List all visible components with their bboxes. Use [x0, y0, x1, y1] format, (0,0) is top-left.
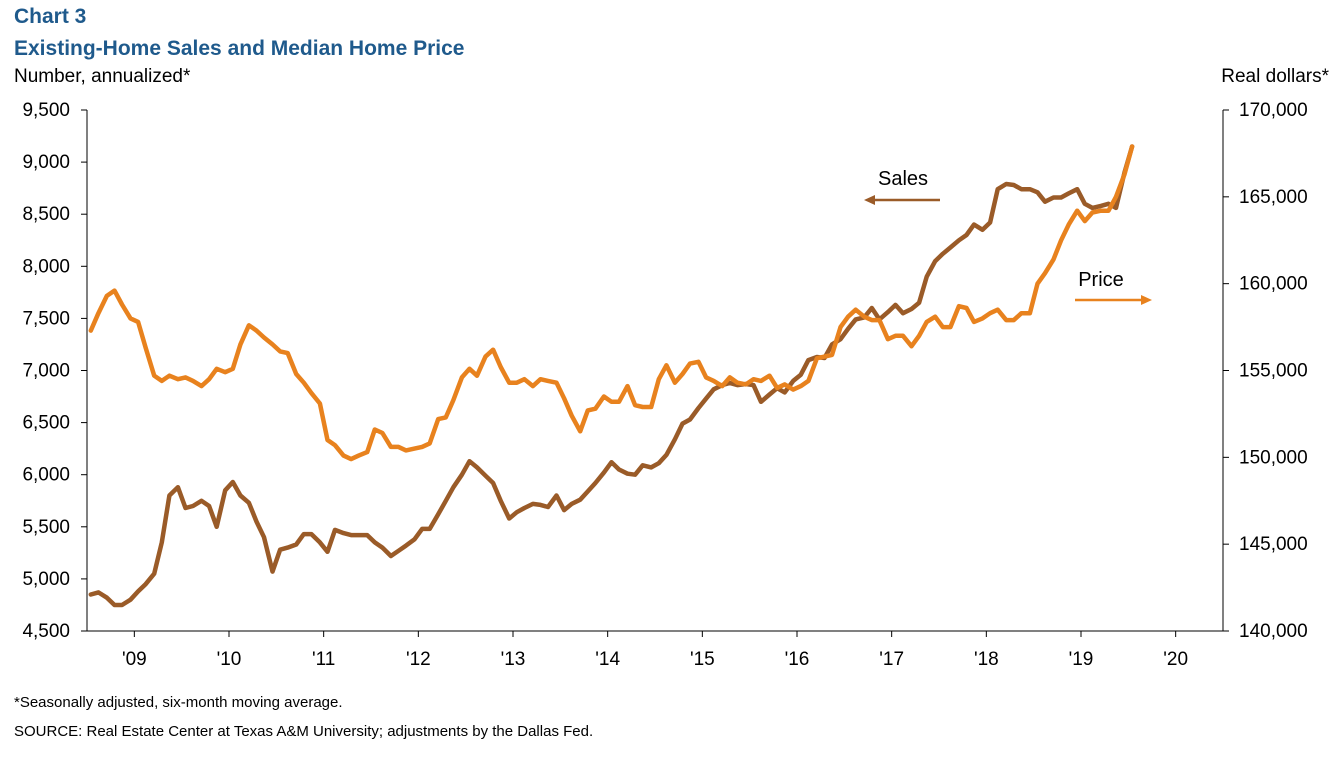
- y-tick-label: 7,500: [22, 308, 70, 329]
- x-tick-label: '09: [122, 649, 147, 670]
- chart-annotations: Sales Price: [864, 168, 1152, 305]
- right-axis-label: Real dollars*: [1221, 66, 1329, 87]
- y2-tick-label: 150,000: [1239, 447, 1308, 468]
- y2-tick-label: 145,000: [1239, 534, 1308, 555]
- chart-number: Chart 3: [14, 5, 87, 28]
- y-tick-label: 7,000: [22, 361, 70, 382]
- left-axis-label: Number, annualized*: [14, 66, 191, 87]
- y-tick-label: 8,000: [22, 256, 70, 277]
- price-arrow-head: [1141, 295, 1152, 305]
- y2-tick-label: 155,000: [1239, 361, 1308, 382]
- y-tick-label: 9,500: [22, 100, 70, 121]
- x-tick-label: '15: [690, 649, 715, 670]
- y-tick-label: 4,500: [22, 621, 70, 642]
- x-tick-label: '12: [406, 649, 431, 670]
- chart-title: Existing-Home Sales and Median Home Pric…: [14, 37, 465, 60]
- sales-arrow-head: [864, 195, 875, 205]
- sales-series-line: [88, 144, 1135, 608]
- y-tick-label: 8,500: [22, 204, 70, 225]
- sales-annotation-label: Sales: [878, 168, 928, 190]
- y2-tick-label: 165,000: [1239, 187, 1308, 208]
- x-tick-label: '17: [879, 649, 904, 670]
- y-tick-label: 9,000: [22, 152, 70, 173]
- y2-tick-label: 140,000: [1239, 621, 1308, 642]
- y-tick-label: 6,500: [22, 413, 70, 434]
- y2-tick-label: 170,000: [1239, 100, 1308, 121]
- y-tick-label: 5,500: [22, 517, 70, 538]
- x-tick-label: '14: [595, 649, 620, 670]
- chart-series: [88, 144, 1135, 608]
- y2-tick-label: 160,000: [1239, 274, 1308, 295]
- price-annotation-label: Price: [1078, 269, 1124, 291]
- x-tick-label: '10: [217, 649, 242, 670]
- price-series-line: [88, 144, 1135, 462]
- y-tick-label: 6,000: [22, 465, 70, 486]
- chart-axes: 4,500 5,000 5,500 6,000 6,500 7,000 7,500 8,000…: [22, 100, 1307, 670]
- x-tick-label: '20: [1163, 649, 1188, 670]
- footnote: *Seasonally adjusted, six-month moving a…: [14, 694, 343, 711]
- y-tick-label: 5,000: [22, 569, 70, 590]
- source-note: SOURCE: Real Estate Center at Texas A&M …: [14, 723, 594, 740]
- x-tick-label: '18: [974, 649, 999, 670]
- x-tick-label: '16: [785, 649, 810, 670]
- x-tick-label: '13: [501, 649, 526, 670]
- x-tick-label: '19: [1069, 649, 1094, 670]
- x-tick-label: '11: [312, 649, 335, 670]
